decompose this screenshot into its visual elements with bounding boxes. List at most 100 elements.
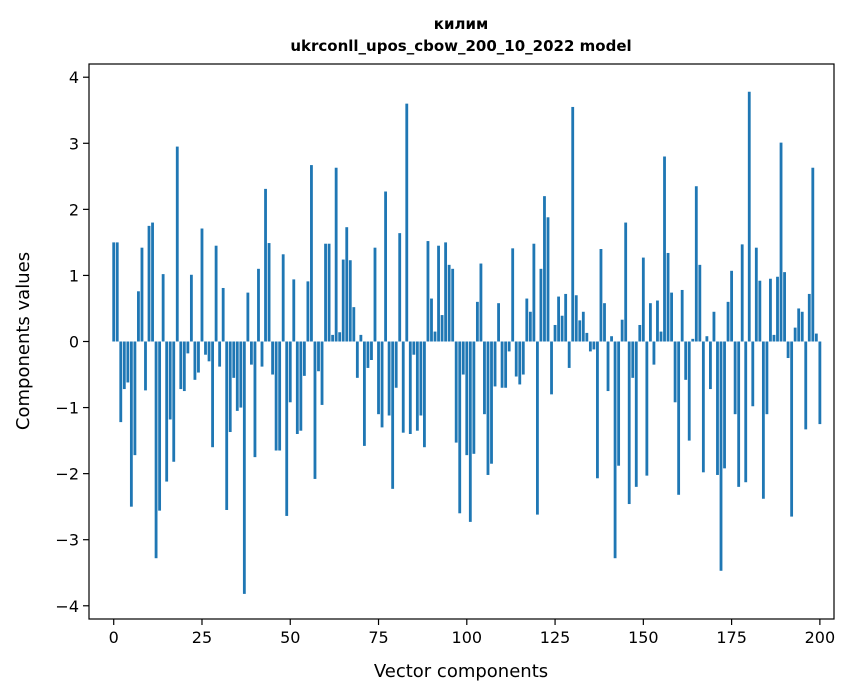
bar	[818, 341, 822, 425]
bar	[292, 279, 296, 342]
bar	[362, 341, 366, 446]
bar	[408, 341, 412, 434]
bar	[588, 341, 592, 352]
bar	[493, 341, 497, 387]
bar	[444, 242, 448, 342]
y-tick-label: −4	[55, 597, 79, 616]
bar	[730, 270, 734, 342]
bar	[370, 341, 373, 360]
bar	[324, 243, 327, 342]
bar	[779, 142, 783, 342]
y-tick-label: −3	[55, 531, 79, 550]
bar	[412, 341, 416, 355]
bar	[783, 272, 786, 342]
bar	[599, 249, 603, 342]
bar	[557, 296, 560, 342]
bar	[687, 341, 691, 441]
bar	[659, 331, 663, 342]
bar	[525, 298, 529, 342]
y-tick-label: 2	[69, 200, 79, 219]
bar	[380, 341, 384, 428]
bar	[716, 341, 719, 475]
bar	[327, 243, 331, 342]
bars-group	[112, 91, 822, 594]
x-tick-label: 150	[628, 628, 659, 647]
bar	[712, 311, 716, 342]
bar	[624, 222, 628, 342]
bar	[366, 341, 370, 368]
bar	[317, 341, 320, 372]
bar	[433, 331, 437, 342]
bar	[320, 341, 324, 405]
bar	[430, 298, 433, 342]
plot-frame	[88, 63, 835, 620]
bar	[391, 341, 395, 489]
bar	[648, 303, 652, 342]
y-tick-label: −1	[55, 399, 79, 418]
bar	[126, 341, 130, 383]
x-tick-label: 50	[280, 628, 300, 647]
bar	[641, 257, 645, 342]
bar	[677, 341, 681, 495]
bar	[800, 311, 804, 342]
bar	[144, 341, 147, 391]
bar	[168, 341, 172, 420]
bar	[546, 217, 550, 342]
bar	[288, 341, 292, 403]
bar	[613, 341, 617, 559]
bar	[521, 341, 525, 375]
bar	[596, 341, 599, 479]
bar	[507, 341, 511, 352]
bar	[553, 324, 557, 342]
bar	[440, 315, 444, 342]
bar	[310, 165, 313, 342]
bar	[758, 280, 762, 342]
bar	[465, 341, 469, 456]
bar	[638, 324, 642, 342]
bar	[129, 341, 133, 507]
bar	[299, 341, 303, 431]
bar	[214, 245, 218, 342]
y-tick-label: 1	[69, 266, 79, 285]
x-tick-label: 25	[192, 628, 212, 647]
bar	[225, 341, 229, 510]
bar	[115, 242, 119, 342]
bar	[468, 341, 472, 522]
bar	[751, 341, 755, 407]
bar	[486, 341, 490, 475]
bar	[221, 287, 225, 342]
bar	[680, 289, 684, 342]
bar	[158, 341, 162, 511]
bar	[267, 243, 271, 342]
x-tick-label: 125	[540, 628, 571, 647]
bar	[394, 341, 398, 388]
bar	[197, 341, 200, 373]
bar	[490, 341, 493, 464]
bar	[274, 341, 278, 451]
bar	[228, 341, 232, 433]
bar	[550, 341, 553, 395]
bar	[543, 196, 546, 342]
bar	[151, 222, 154, 342]
x-tick-label: 100	[452, 628, 483, 647]
bar	[271, 341, 275, 375]
bar	[532, 243, 536, 342]
bar	[454, 341, 458, 443]
bar	[740, 244, 744, 342]
bar	[684, 341, 688, 380]
chart-title: килим	[434, 15, 488, 33]
bar	[744, 341, 748, 483]
bar	[585, 332, 589, 342]
bar	[536, 341, 539, 515]
bar	[165, 341, 169, 482]
bar	[285, 341, 289, 516]
bar	[479, 263, 483, 342]
bar	[175, 146, 179, 342]
bar	[769, 278, 772, 342]
bar	[475, 301, 479, 342]
bar	[797, 308, 801, 342]
bar	[483, 341, 486, 415]
bar	[338, 332, 342, 342]
bar	[804, 341, 808, 430]
bar	[578, 320, 582, 342]
